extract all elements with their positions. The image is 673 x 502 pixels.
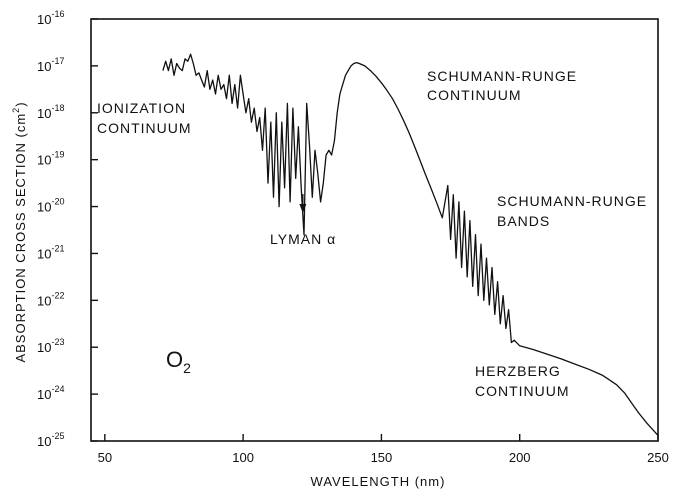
y-axis-title: ABSORPTION CROSS SECTION (cm2): [11, 101, 28, 362]
annotation-ionization: IONIZATION CONTINUUM: [97, 100, 192, 136]
species-label: O2: [166, 347, 191, 376]
species-label-main: O: [166, 347, 183, 372]
annotation-line: SCHUMANN-RUNGE: [427, 68, 577, 84]
y-tick-label: 10-22: [37, 290, 64, 308]
x-tick-label: 100: [232, 450, 254, 465]
y-tick-exponent: -21: [51, 243, 64, 253]
x-tick-label: 200: [509, 450, 531, 465]
y-axis-title-end: ): [13, 101, 28, 106]
y-tick-base: 10: [37, 200, 51, 215]
y-tick-exponent: -20: [51, 197, 64, 207]
y-tick-base: 10: [37, 434, 51, 449]
y-tick-base: 10: [37, 153, 51, 168]
annotation-line: CONTINUUM: [475, 383, 570, 399]
x-ticks: 50 100 150 200 250: [98, 434, 669, 465]
annotation-line: BANDS: [497, 213, 550, 229]
data-lines: [163, 54, 658, 435]
annotation-line: LYMAN α: [270, 231, 336, 247]
annotation-line: CONTINUUM: [427, 87, 522, 103]
y-tick-exponent: -18: [51, 103, 64, 113]
y-tick-label: 10-24: [37, 384, 64, 402]
x-tick-label: 150: [371, 450, 393, 465]
annotation-lyman: LYMAN α: [270, 231, 336, 247]
y-tick-exponent: -24: [51, 384, 64, 394]
x-tick-label: 50: [98, 450, 112, 465]
y-tick-label: 10-23: [37, 337, 64, 355]
annotation-line: HERZBERG: [475, 363, 561, 379]
y-tick-exponent: -17: [51, 56, 64, 66]
absorption-chart: 50 100 150 200 250 10-2510-2410-2310-2210-21…: [0, 0, 673, 502]
y-tick-exponent: -22: [51, 290, 64, 300]
y-tick-base: 10: [37, 340, 51, 355]
y-tick-label: 10-25: [37, 431, 64, 449]
species-label-sub: 2: [183, 360, 191, 376]
y-tick-base: 10: [37, 12, 51, 27]
y-tick-exponent: -25: [51, 431, 64, 441]
lyman-arrow-head: [299, 204, 306, 213]
annotation-sr-bands: SCHUMANN-RUNGE BANDS: [497, 193, 647, 229]
y-tick-base: 10: [37, 293, 51, 308]
y-tick-base: 10: [37, 106, 51, 121]
y-tick-label: 10-21: [37, 243, 64, 261]
y-tick-exponent: -23: [51, 337, 64, 347]
y-tick-label: 10-16: [37, 9, 64, 27]
y-tick-base: 10: [37, 246, 51, 261]
annotation-line: CONTINUUM: [97, 120, 192, 136]
y-tick-label: 10-20: [37, 197, 64, 215]
y-axis-title-main: ABSORPTION CROSS SECTION (cm: [13, 113, 28, 363]
y-tick-exponent: -16: [51, 9, 64, 19]
y-ticks: 10-2510-2410-2310-2210-2110-2010-1910-18…: [37, 9, 98, 449]
y-tick-label: 10-18: [37, 103, 64, 121]
series-line: [163, 54, 658, 435]
y-tick-base: 10: [37, 59, 51, 74]
annotation-sr-continuum: SCHUMANN-RUNGE CONTINUUM: [427, 68, 577, 103]
x-axis-title: WAVELENGTH (nm): [311, 474, 446, 489]
y-tick-label: 10-17: [37, 56, 64, 74]
x-tick-label: 250: [647, 450, 669, 465]
y-tick-exponent: -19: [51, 150, 64, 160]
annotation-line: SCHUMANN-RUNGE: [497, 193, 647, 209]
y-tick-label: 10-19: [37, 150, 64, 168]
annotation-line: IONIZATION: [97, 100, 186, 116]
y-tick-base: 10: [37, 387, 51, 402]
annotation-herzberg: HERZBERG CONTINUUM: [475, 363, 570, 399]
